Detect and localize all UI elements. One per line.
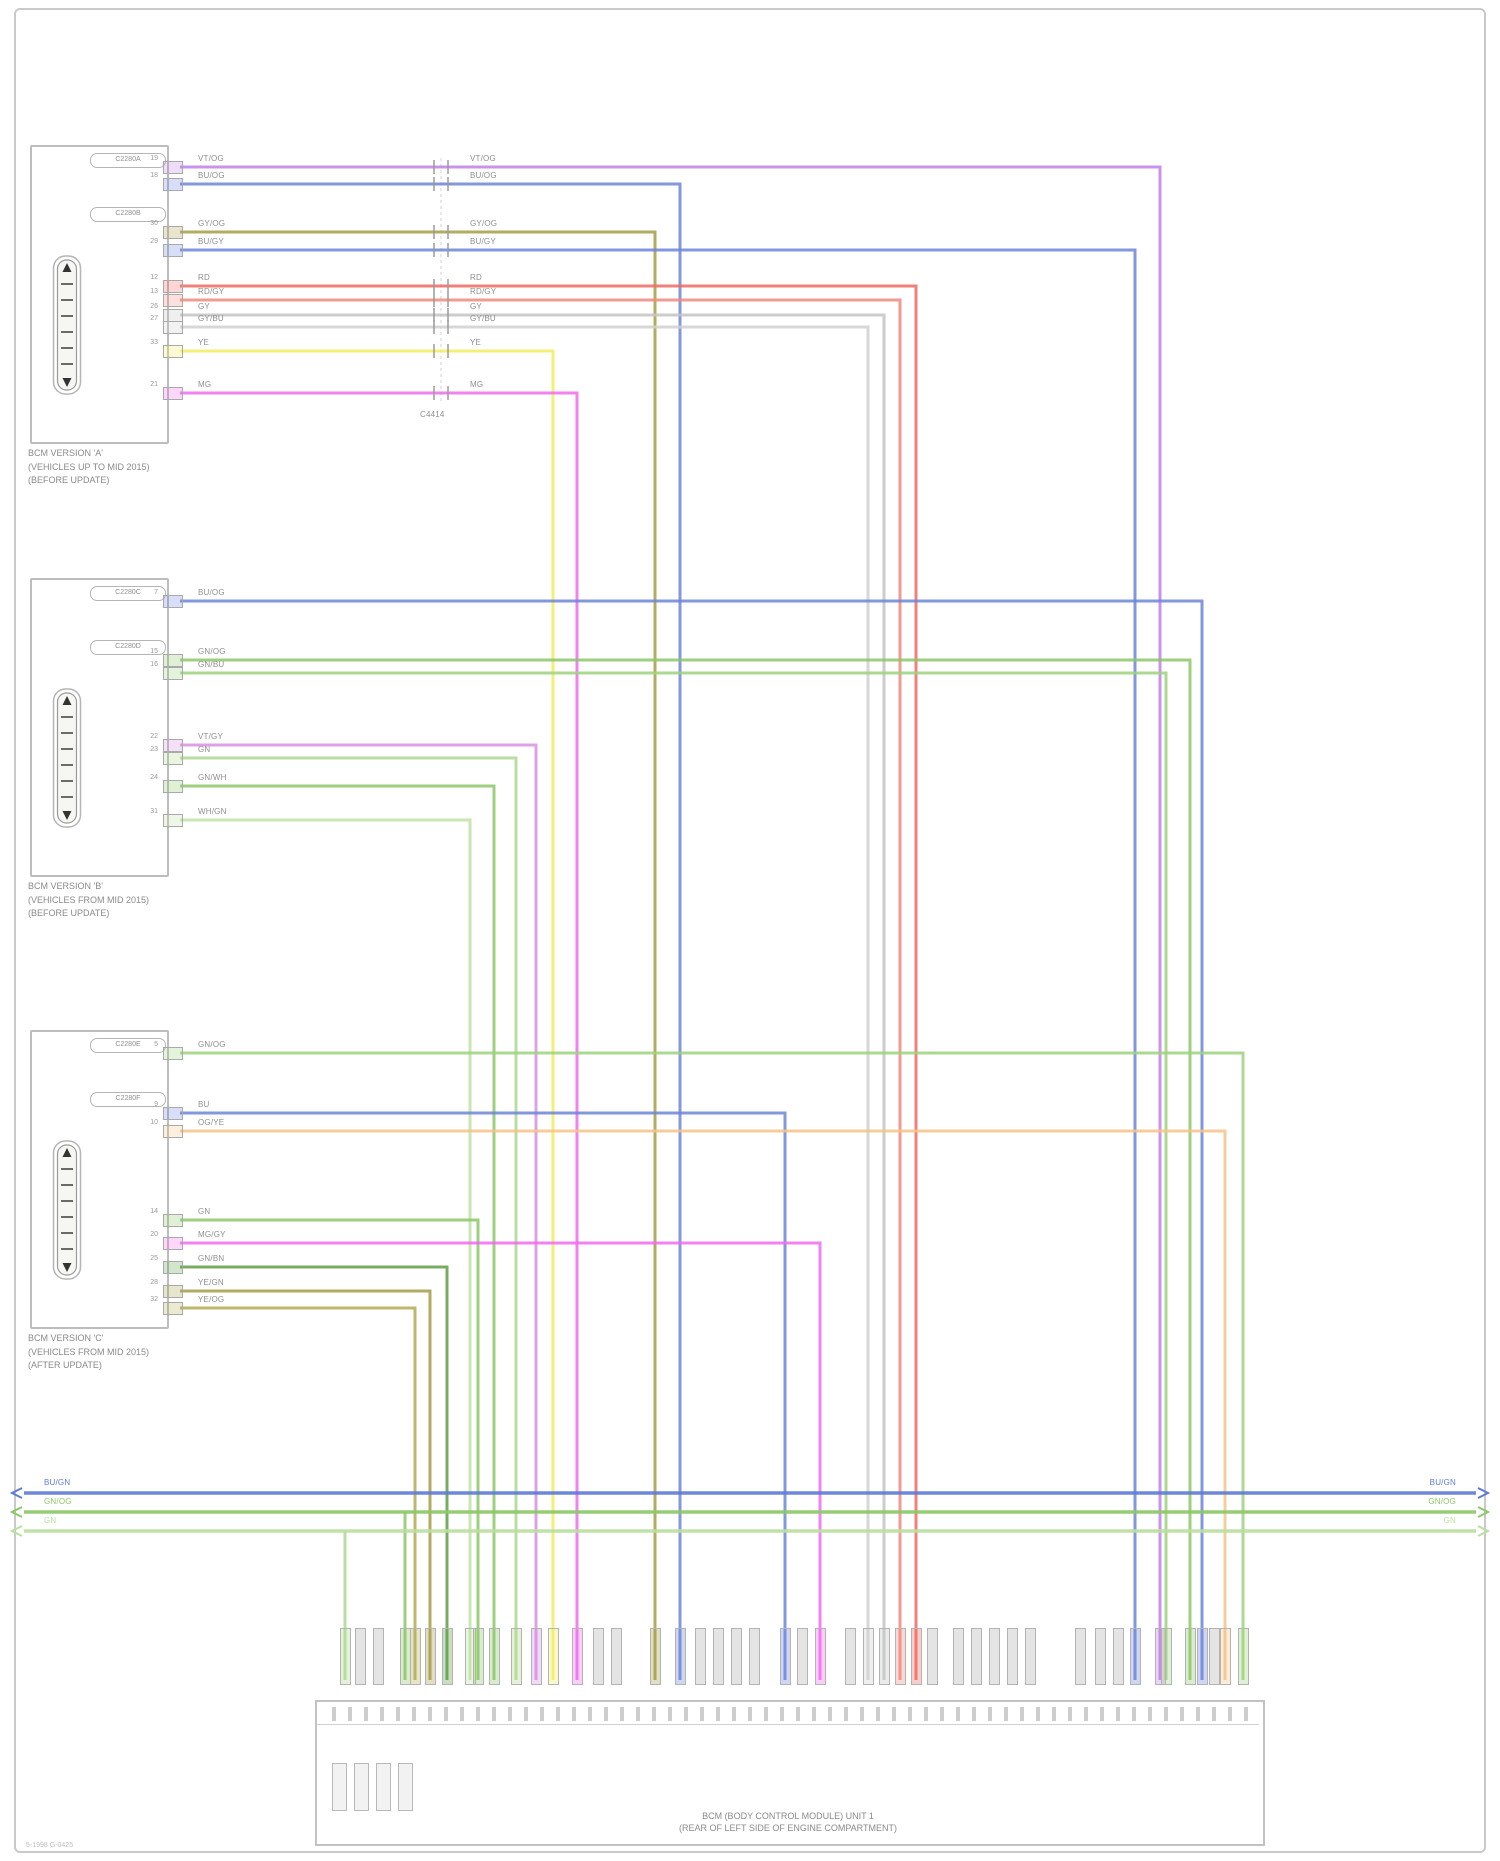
module-outline <box>30 578 169 877</box>
wire <box>180 818 472 1680</box>
bottom-module-caption: BCM (BODY CONTROL MODULE) UNIT 1 (REAR O… <box>315 1810 1261 1834</box>
module-caption-line: BCM VERSION 'C' <box>28 1333 104 1343</box>
bottom-module-caption-line: (REAR OF LEFT SIDE OF ENGINE COMPARTMENT… <box>678 1823 898 1833</box>
wire <box>180 1265 449 1680</box>
connector-symbol <box>52 255 82 395</box>
module-caption: BCM VERSION 'C' (VEHICLES FROM MID 2015)… <box>28 1332 268 1373</box>
wire <box>180 1241 822 1680</box>
wire <box>180 658 1192 1680</box>
wire <box>180 599 1204 1680</box>
bus-terminal-icon <box>1477 1525 1491 1537</box>
bus-terminal-icon <box>9 1506 23 1518</box>
wire <box>180 1111 787 1680</box>
connector-label: C2280B <box>115 210 141 217</box>
wire <box>180 313 886 1680</box>
wire <box>180 165 1162 1680</box>
wire <box>180 298 902 1680</box>
wire <box>180 230 657 1680</box>
module-caption: BCM VERSION 'A' (VEHICLES UP TO MID 2015… <box>28 447 268 488</box>
module-caption-line: (BEFORE UPDATE) <box>28 908 110 918</box>
wire <box>180 1289 432 1680</box>
connector-label: C2280A <box>115 156 141 163</box>
module-outline <box>30 1030 169 1329</box>
module-caption-line: (BEFORE UPDATE) <box>28 475 110 485</box>
module-caption-line: (AFTER UPDATE) <box>28 1360 102 1370</box>
wire <box>180 248 1137 1680</box>
module-caption-line: BCM VERSION 'A' <box>28 448 103 458</box>
wire <box>180 1129 1227 1680</box>
wire <box>180 1051 1245 1680</box>
module-caption-line: (VEHICLES FROM MID 2015) <box>28 1346 150 1357</box>
page-reference-text: 5-1998 G-0425 <box>26 1842 74 1849</box>
connector-tab: C2280A <box>90 153 166 168</box>
connector-symbol <box>52 1140 82 1280</box>
module-caption-line: (VEHICLES FROM MID 2015) <box>28 894 150 905</box>
module-caption-line: BCM VERSION 'B' <box>28 881 103 891</box>
wire <box>180 671 1168 1680</box>
connector-tab: C2280E <box>90 1038 166 1053</box>
connector-symbol <box>52 688 82 828</box>
connector-tab: C2280F <box>90 1092 166 1107</box>
wire <box>180 349 555 1680</box>
wire <box>180 756 518 1680</box>
wire <box>180 325 870 1680</box>
module-caption: BCM VERSION 'B' (VEHICLES FROM MID 2015)… <box>28 880 268 921</box>
wire <box>180 743 538 1680</box>
wire <box>180 182 682 1680</box>
bus-terminal-icon <box>1477 1487 1491 1499</box>
wire <box>180 284 918 1680</box>
bus-terminal-icon <box>9 1525 23 1537</box>
connector-label: C2280D <box>115 643 141 650</box>
connector-label: C2280C <box>115 589 141 596</box>
module-outline <box>30 145 169 444</box>
connector-tab: C2280D <box>90 640 166 655</box>
connector-label: C2280F <box>115 1095 141 1102</box>
wire <box>180 1218 480 1680</box>
connector-tab: C2280C <box>90 586 166 601</box>
module-caption-line: (VEHICLES UP TO MID 2015) <box>28 461 150 472</box>
bottom-module-header-divider <box>317 1724 1259 1725</box>
wire <box>180 1306 417 1680</box>
wire <box>180 391 579 1680</box>
bus-terminal-icon <box>1477 1506 1491 1518</box>
connector-label: C2280E <box>115 1041 141 1048</box>
bottom-module-caption-line: BCM (BODY CONTROL MODULE) UNIT 1 <box>702 1811 874 1821</box>
wire <box>180 784 496 1680</box>
connector-tab: C2280B <box>90 207 166 222</box>
bus-terminal-icon <box>9 1487 23 1499</box>
